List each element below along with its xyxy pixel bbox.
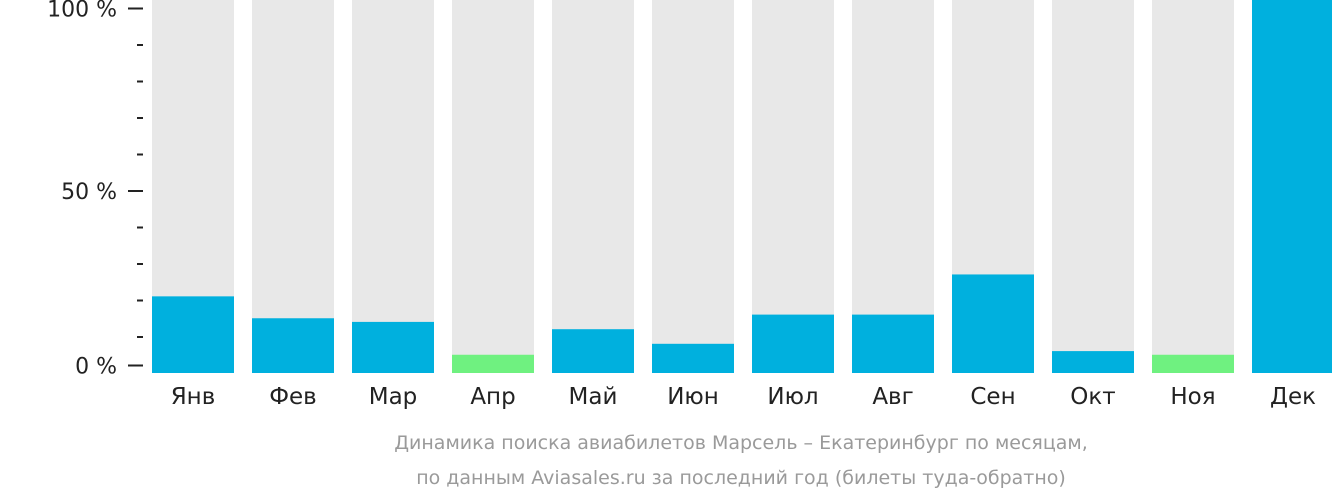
bar [1252,0,1332,373]
x-tick-label: Фев [269,384,317,410]
x-tick-label: Июн [667,384,719,410]
bar [952,274,1034,373]
bar-background [252,0,334,373]
bar [152,296,234,373]
x-tick-label: Янв [171,384,216,410]
bar [852,314,934,373]
caption-line-1: Динамика поиска авиабилетов Марсель – Ек… [394,432,1088,454]
y-tick-label: 100 % [47,0,117,23]
bars [152,0,1332,373]
x-tick-label: Апр [470,384,515,410]
x-tick-label: Окт [1070,384,1115,410]
bar-background [752,0,834,373]
bar [1152,354,1234,373]
y-tick-label: 0 % [75,355,117,380]
bar [352,321,434,373]
bar [752,314,834,373]
bar-background [552,0,634,373]
x-tick-label: Ноя [1170,384,1215,410]
bar-background [452,0,534,373]
bar [1052,351,1134,373]
bar-background [1152,0,1234,373]
x-tick-label: Авг [872,384,913,410]
x-tick-label: Дек [1270,384,1316,410]
y-tick-label: 50 % [61,180,117,205]
x-tick-label: Мар [369,384,418,410]
bar-background [1052,0,1134,373]
x-tick-label: Сен [970,384,1015,410]
bar [252,318,334,373]
caption-line-2: по данным Aviasales.ru за последний год … [416,467,1066,489]
bar [652,343,734,373]
bar [452,354,534,373]
x-tick-label: Июл [767,384,818,410]
bar-background [652,0,734,373]
bar-background [852,0,934,373]
x-axis-labels: Янв Фев Мар Апр Май Июн Июл Авг Сен Окт Ноя Дек [171,384,1316,410]
y-axis: 0 % 50 % 100 % [47,0,143,380]
bar-background [352,0,434,373]
x-tick-label: Май [569,384,618,410]
bar [552,329,634,373]
